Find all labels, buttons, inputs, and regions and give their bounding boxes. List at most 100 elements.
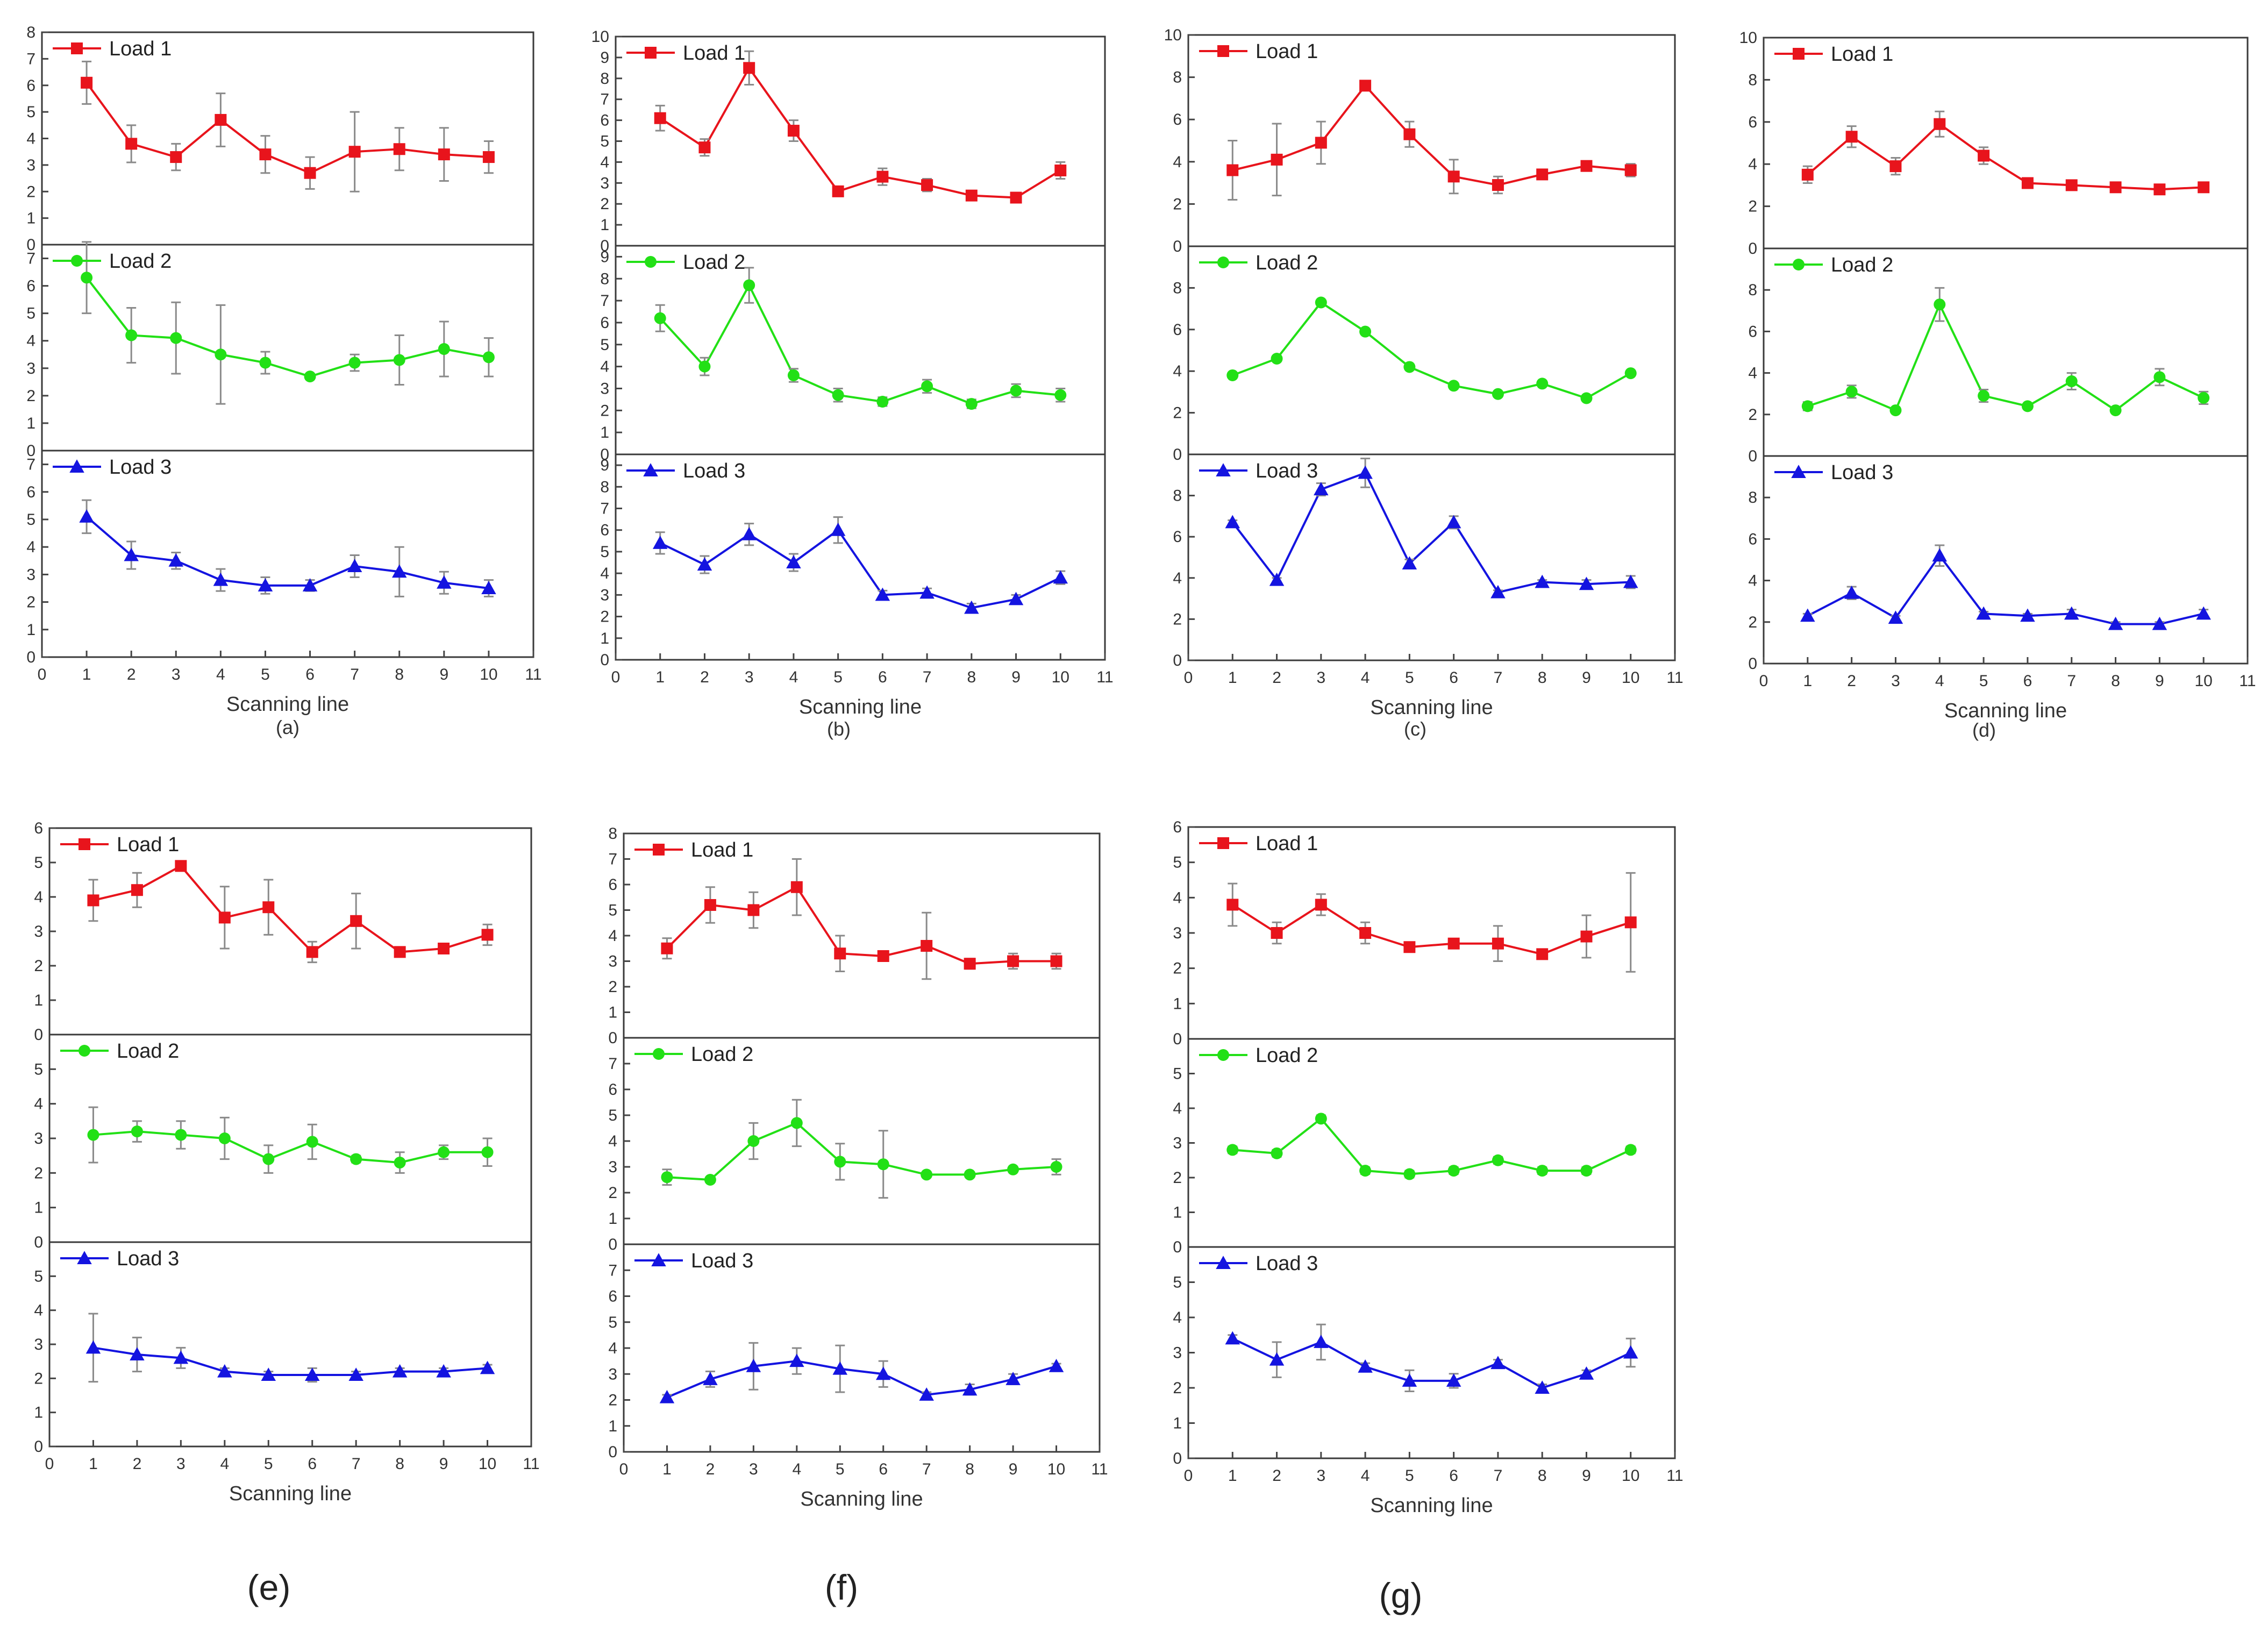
data-point <box>480 1360 495 1374</box>
data-point <box>1269 1352 1285 1366</box>
y-tick-label: 6 <box>34 819 43 837</box>
x-tick-label: 8 <box>395 1455 404 1473</box>
data-point <box>1888 610 1903 624</box>
data-point <box>1624 164 1637 176</box>
y-tick-label: 3 <box>608 1365 617 1383</box>
data-point <box>832 1361 848 1375</box>
legend-label: Load 3 <box>683 460 745 482</box>
y-tick-label: 0 <box>26 236 35 254</box>
x-tick-label: 5 <box>264 1455 273 1473</box>
x-tick-label: 3 <box>745 668 754 686</box>
y-tick-label: 9 <box>600 248 609 266</box>
y-tick-label: 5 <box>34 1060 43 1078</box>
y-tick-label: 2 <box>1173 610 1182 628</box>
data-point <box>964 958 976 970</box>
data-point <box>1005 1372 1021 1385</box>
data-point <box>259 148 272 161</box>
panel-a: 0 1 2 3 4 5 6 7 8 Load 1 0 1 2 3 4 5 6 7 Load 2 0 1 2 3 4 5 6 7 Loa… <box>26 24 541 738</box>
legend-marker <box>71 42 83 54</box>
data-point <box>2064 606 2079 620</box>
y-tick-label: 0 <box>1173 652 1182 669</box>
data-point <box>830 522 846 536</box>
panel-d: 0 2 4 6 8 10 Load 1 0 2 4 6 8 Load 2 0 2 4 6 8 Load 3 0 1 2 3 4… <box>1739 29 2256 741</box>
legend-marker <box>69 459 84 473</box>
y-tick-label: 0 <box>1173 238 1182 255</box>
series-line-load-2 <box>1232 301 1631 400</box>
data-point <box>1623 1345 1638 1359</box>
data-point <box>1889 404 1902 417</box>
data-point <box>1403 941 1416 953</box>
x-tick-label: 1 <box>82 666 91 683</box>
legend-label: Load 3 <box>1256 1252 1318 1275</box>
y-tick-label: 5 <box>34 1267 43 1285</box>
data-point <box>832 185 844 197</box>
y-tick-label: 6 <box>608 1081 617 1099</box>
y-tick-label: 7 <box>26 250 35 268</box>
data-point <box>1580 930 1593 943</box>
y-tick-label: 1 <box>1173 1204 1182 1222</box>
data-point <box>438 148 450 161</box>
data-point <box>1050 1161 1062 1173</box>
y-tick-label: 3 <box>34 923 43 940</box>
legend-label: Load 2 <box>117 1040 179 1063</box>
y-tick-label: 7 <box>26 50 35 68</box>
data-point <box>654 312 666 324</box>
data-point <box>1271 153 1283 166</box>
x-tick-label: 3 <box>1891 672 1900 690</box>
data-point <box>1314 1335 1329 1348</box>
data-point <box>125 138 138 150</box>
x-tick-label: 7 <box>2067 672 2076 690</box>
panel-frame <box>623 832 1101 1453</box>
y-tick-label: 4 <box>26 538 35 556</box>
x-tick-label: 0 <box>611 668 621 686</box>
data-point <box>350 915 362 927</box>
x-tick-label: 4 <box>1361 1467 1370 1485</box>
data-point <box>1359 80 1372 92</box>
x-tick-label: 11 <box>1666 669 1683 687</box>
data-point <box>482 351 495 364</box>
data-point <box>1359 927 1372 939</box>
y-tick-label: 7 <box>600 292 609 310</box>
x-tick-label: 10 <box>480 666 497 683</box>
data-point <box>438 943 450 954</box>
y-tick-label: 2 <box>600 402 609 419</box>
data-point <box>1579 576 1594 590</box>
data-point <box>481 1146 494 1158</box>
y-tick-label: 4 <box>1173 1309 1182 1327</box>
x-tick-label: 0 <box>1759 672 1768 690</box>
data-point <box>1271 352 1283 365</box>
x-tick-label: 9 <box>1582 669 1591 687</box>
y-tick-label: 4 <box>1748 365 1757 382</box>
data-point <box>2153 183 2166 196</box>
x-tick-label: 0 <box>619 1460 629 1478</box>
x-tick-label: 5 <box>1979 672 1988 690</box>
data-point <box>436 1364 451 1378</box>
y-tick-label: 2 <box>34 1164 43 1182</box>
legend-label: Load 2 <box>1256 252 1318 274</box>
data-point <box>175 1129 187 1141</box>
panel-caption: (f) <box>825 1567 858 1607</box>
series-line-load-1 <box>1232 84 1631 187</box>
x-axis-title: Scanning line <box>1370 1494 1493 1517</box>
data-point <box>218 1132 231 1144</box>
data-point <box>697 557 712 571</box>
legend-label: Load 3 <box>1256 460 1318 482</box>
y-tick-label: 0 <box>600 446 609 464</box>
legend-label: Load 1 <box>117 833 179 856</box>
y-tick-label: 2 <box>1173 1379 1182 1397</box>
y-tick-label: 9 <box>600 49 609 67</box>
panel-frame <box>615 35 1106 661</box>
x-tick-label: 4 <box>1361 669 1370 687</box>
y-tick-label: 3 <box>608 1158 617 1176</box>
data-point <box>1801 400 1814 412</box>
x-tick-label: 1 <box>1228 1467 1237 1485</box>
legend-label: Load 2 <box>1831 254 1893 276</box>
y-tick-label: 5 <box>600 336 609 354</box>
data-point <box>1978 149 1990 162</box>
data-point <box>1226 164 1239 176</box>
data-point <box>392 1364 408 1378</box>
data-point <box>747 1135 760 1147</box>
y-tick-label: 8 <box>608 825 617 843</box>
y-tick-label: 6 <box>1173 818 1182 836</box>
